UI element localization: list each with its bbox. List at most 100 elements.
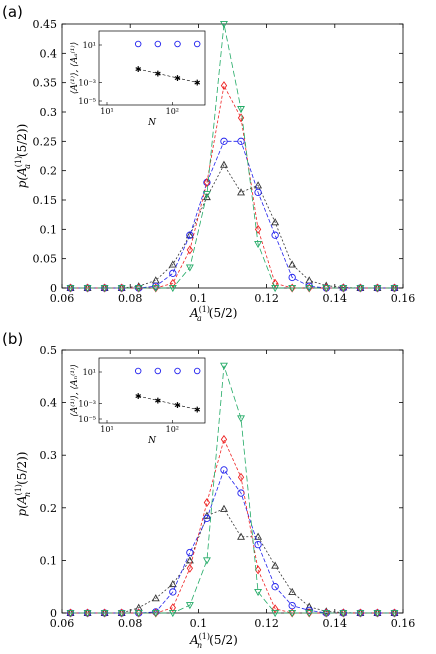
series-line <box>70 365 395 614</box>
panel-label: (b) <box>2 330 23 348</box>
x-axis-label: A(1) a (5/2) <box>189 305 237 323</box>
inset-x-tick-label: 10² <box>166 107 179 116</box>
series-line <box>70 140 395 289</box>
y-axis-label: p(A(1)n(5/2)) <box>14 452 32 517</box>
panel-label: (a) <box>2 3 23 21</box>
x-tick-label: 0.08 <box>118 292 143 305</box>
data-point <box>288 284 297 293</box>
x-tick-label: 0.06 <box>50 292 75 305</box>
inset-y-tick-label: 10¹ <box>83 368 96 377</box>
data-point <box>271 583 279 591</box>
data-point <box>254 540 262 549</box>
data-point <box>220 362 228 370</box>
y-axis-label: p(A(1)a(5/2)) <box>14 124 32 189</box>
data-point <box>373 609 382 618</box>
data-point <box>220 81 228 91</box>
inset-x-axis-label: N <box>147 436 157 446</box>
x-tick-label: 0.16 <box>391 617 416 630</box>
x-tick-label: 0.1 <box>190 292 208 305</box>
chart-panel-a: (a) 0.06 0.08 0.1 0.12 0.14 0.16 0 0.05 0.1 0.15 0.… <box>2 3 415 323</box>
x-tick-label: 0.12 <box>254 292 279 305</box>
data-point <box>254 565 262 575</box>
inset-trend-line <box>138 395 198 410</box>
inset-point-mean-A <box>193 40 201 48</box>
data-point <box>220 160 228 168</box>
inset-point-mean-Aa: ✱ <box>135 65 142 74</box>
data-point <box>254 181 263 189</box>
inset-chart: 10¹ 10² 10¹ 10⁻³ 10⁻⁵ N ⟨A⁽¹⁾⟩, ⟨Aₐ⁽¹⁾⟩ ✱ ✱ ✱ ✱ <box>69 30 206 128</box>
series-line <box>70 23 395 289</box>
y-tick-label: 0 <box>50 607 57 620</box>
inset-point-mean-Aa: ✱ <box>194 79 201 88</box>
data-point <box>271 561 280 569</box>
inset-y-axis-label: ⟨A⁽¹⁾⟩, ⟨Aₐ⁽¹⁾⟩ <box>69 42 80 94</box>
inset-point-mean-A <box>134 367 142 375</box>
data-point <box>237 113 245 123</box>
data-point <box>169 269 177 277</box>
y-tick-label: 0.1 <box>40 223 58 236</box>
inset-point-mean-Aa: ✱ <box>154 70 161 79</box>
data-point <box>185 602 194 610</box>
y-tick-label: 0.35 <box>33 77 58 90</box>
plot-frame <box>61 23 404 289</box>
data-point <box>220 137 228 145</box>
data-point <box>186 245 194 255</box>
data-point <box>390 609 399 618</box>
data-point <box>237 106 245 114</box>
data-point <box>168 284 177 293</box>
inset-point-mean-A <box>134 40 142 48</box>
inset-y-axis-label: ⟨A⁽¹⁾⟩, ⟨Aₙ⁽¹⁾⟩ <box>69 364 80 416</box>
data-point <box>100 284 109 293</box>
data-point <box>339 284 348 293</box>
data-point <box>134 609 143 618</box>
data-point <box>237 532 245 540</box>
data-point <box>288 587 297 595</box>
data-point <box>66 284 75 293</box>
series-line <box>70 508 395 614</box>
y-tick-label: 0.2 <box>40 165 58 178</box>
data-point <box>220 20 228 29</box>
data-point <box>237 415 245 423</box>
y-tick-label: 0.4 <box>40 397 58 410</box>
inset-frame <box>98 30 206 106</box>
data-point <box>134 284 143 293</box>
data-point <box>186 563 194 573</box>
data-point <box>185 264 194 272</box>
data-point <box>185 231 194 239</box>
data-point <box>271 284 280 293</box>
inset-trend-line <box>138 68 198 83</box>
data-point <box>339 609 348 618</box>
data-point <box>254 532 263 540</box>
x-tick-label: 0.12 <box>254 617 279 630</box>
series-line <box>70 438 395 614</box>
inset-point-mean-A <box>174 367 181 375</box>
data-point <box>83 284 92 293</box>
data-point <box>83 609 92 618</box>
inset-point-mean-Aa: ✱ <box>174 74 181 83</box>
data-point <box>220 466 228 474</box>
data-point <box>186 548 194 557</box>
data-point <box>373 284 382 293</box>
inset-y-tick-label: 10¹ <box>83 41 96 50</box>
data-point <box>186 231 194 239</box>
inset-point-mean-A <box>154 367 162 375</box>
data-point <box>203 498 211 508</box>
data-point <box>169 603 176 613</box>
data-point <box>254 188 262 197</box>
series-line <box>70 84 395 289</box>
data-point <box>168 609 177 618</box>
data-point <box>151 594 160 602</box>
x-tick-label: 0.14 <box>323 617 348 630</box>
data-point <box>271 604 279 614</box>
y-tick-label: 0.25 <box>33 135 58 148</box>
data-point <box>254 224 262 234</box>
inset-point-mean-Aa: ✱ <box>194 406 201 415</box>
inset-y-tick-label: 10⁻³ <box>78 399 96 408</box>
data-point <box>271 231 279 239</box>
inset-point-mean-A <box>154 40 162 48</box>
data-point <box>117 609 126 618</box>
y-tick-label: 0.15 <box>33 194 58 207</box>
data-point <box>356 284 365 293</box>
plot-frame <box>61 349 404 614</box>
